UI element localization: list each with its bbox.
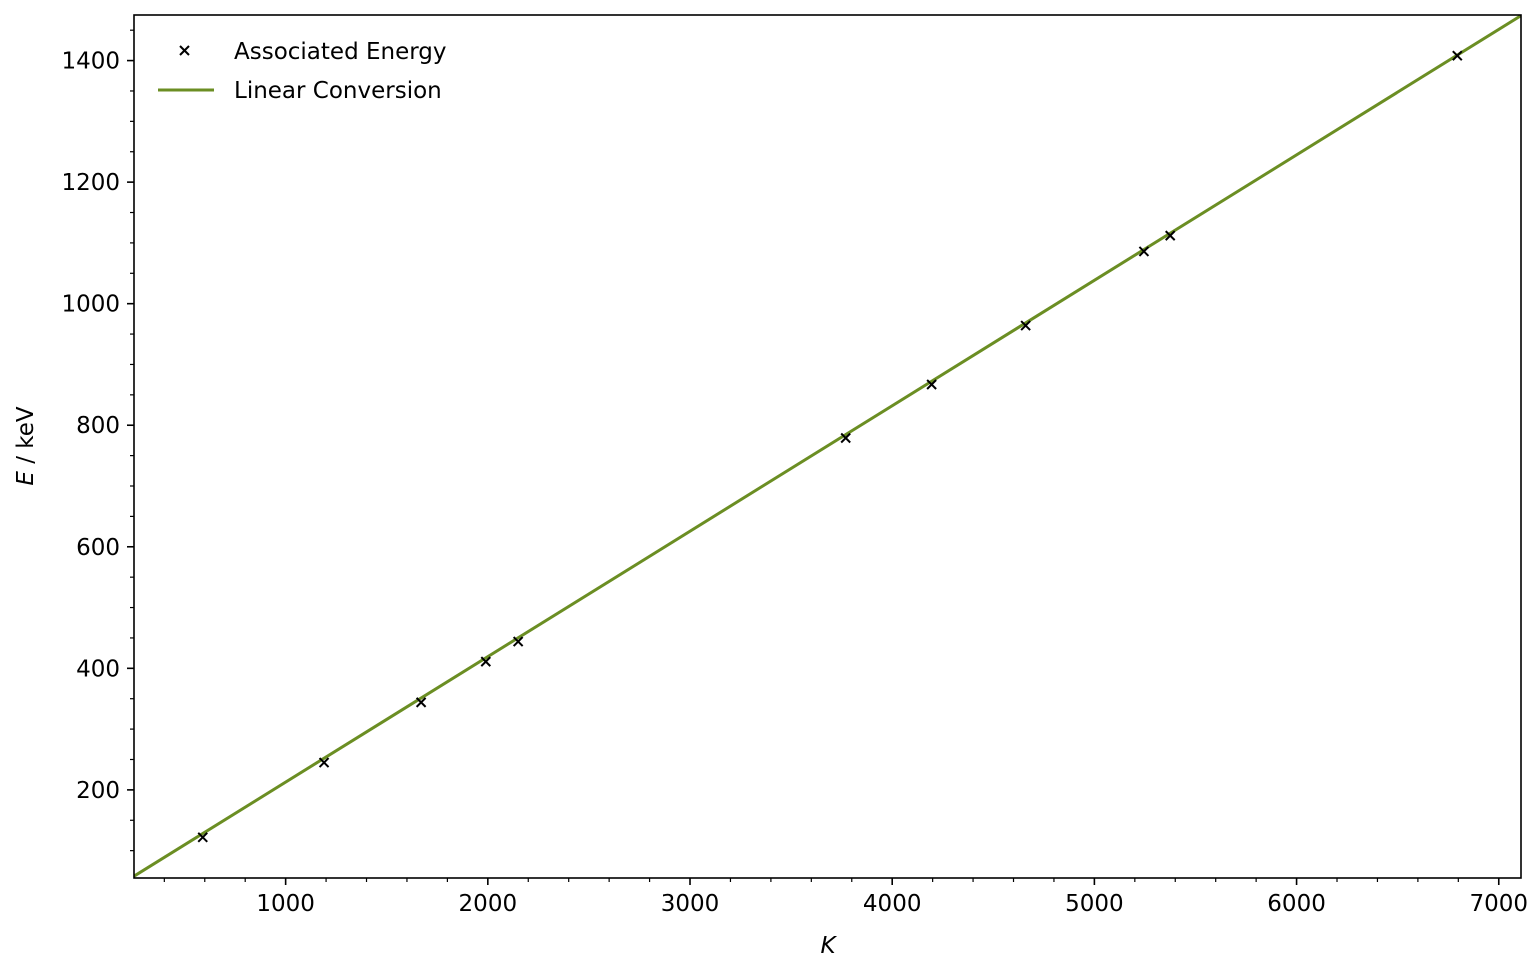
data-point — [1138, 246, 1150, 257]
x-tick-label: 3000 — [661, 891, 720, 917]
series-points — [197, 50, 1463, 843]
data-point — [197, 832, 208, 843]
y-tick-label: 400 — [76, 656, 120, 682]
y-axis-label-unit: / keV — [13, 406, 39, 471]
x-tick-label: 5000 — [1065, 891, 1124, 917]
legend-marker-associated-energy — [179, 45, 190, 56]
plot-area — [134, 15, 1521, 878]
y-tick-label: 800 — [76, 413, 120, 439]
y-tick-label: 1000 — [61, 292, 120, 318]
data-point — [480, 656, 492, 667]
x-tick-label: 7000 — [1469, 891, 1528, 917]
series-line-linear-conversion — [134, 15, 1521, 878]
y-axis-label: E / keV — [13, 406, 39, 486]
data-point — [926, 379, 937, 390]
series-lines — [134, 15, 1521, 878]
y-tick-label: 600 — [76, 535, 120, 561]
x-tick-label: 2000 — [459, 891, 518, 917]
data-point — [1452, 50, 1463, 61]
legend: Associated Energy Linear Conversion — [158, 39, 447, 104]
data-point — [840, 432, 851, 444]
legend-label-linear-conversion: Linear Conversion — [234, 78, 442, 104]
data-point — [318, 757, 330, 768]
y-axis-ticks: 200 400 600 800 1000 1200 1400 — [61, 49, 134, 804]
data-point — [1020, 320, 1031, 331]
data-point — [1164, 230, 1176, 241]
x-tick-label: 1000 — [256, 891, 315, 917]
y-axis-label-symbol: E — [13, 471, 39, 486]
x-tick-label: 4000 — [863, 891, 922, 917]
y-tick-label: 1400 — [61, 49, 120, 75]
x-axis-label: K — [820, 933, 837, 959]
x-tick-label: 6000 — [1267, 891, 1326, 917]
data-point — [415, 697, 427, 708]
legend-label-associated-energy: Associated Energy — [234, 39, 447, 65]
y-tick-label: 1200 — [61, 170, 120, 196]
y-tick-label: 200 — [76, 778, 120, 804]
plot-frame — [133, 14, 1522, 879]
data-point — [512, 636, 524, 647]
x-axis-ticks: 1000 2000 3000 4000 5000 6000 7000 — [256, 878, 1528, 917]
